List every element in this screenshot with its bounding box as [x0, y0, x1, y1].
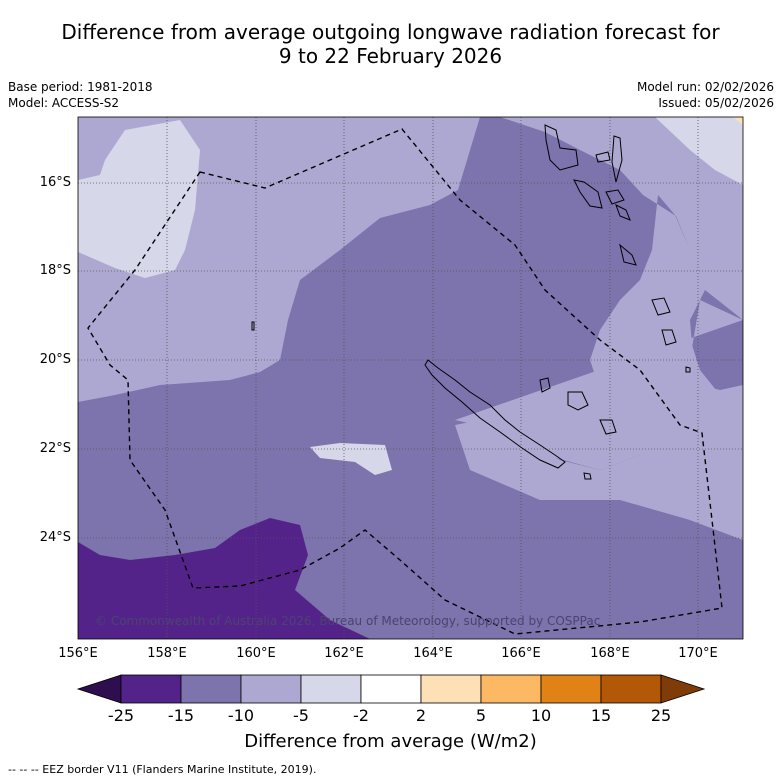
contour-minus10-south: [455, 300, 743, 540]
cb-tick: -5: [293, 706, 309, 725]
x-tick-156E: 156°E: [58, 646, 98, 661]
contour-minus5-northeast: [655, 117, 743, 185]
x-tick-168E: 168°E: [590, 646, 630, 661]
x-tick-158E: 158°E: [147, 646, 187, 661]
cb-tick: -25: [107, 706, 135, 725]
colorbar-segment: [480, 674, 542, 704]
colorbar: [76, 674, 706, 704]
loyalty-islands: [539, 377, 617, 435]
cb-tick: 5: [475, 706, 487, 725]
cb-tick: 10: [530, 706, 552, 725]
y-tick-22S: 22°S: [39, 441, 71, 456]
copyright-notice: © Commonwealth of Australia 2026, Bureau…: [95, 614, 601, 628]
colorbar-extend-low: [76, 674, 122, 704]
base-period: Base period: 1981-2018: [8, 80, 153, 94]
cb-tick: 25: [650, 706, 672, 725]
y-tick-24S: 24°S: [39, 530, 71, 545]
colorbar-segment: [240, 674, 302, 704]
y-tick-20S: 20°S: [39, 352, 71, 367]
new-caledonia: [424, 359, 566, 469]
colorbar-extend-high: [660, 674, 706, 704]
meta-right: Model run: 02/02/2026 Issued: 05/02/2026: [637, 79, 774, 111]
colorbar-segment: [600, 674, 662, 704]
model-run: Model run: 02/02/2026: [636, 80, 774, 94]
coastlines: [251, 124, 691, 480]
cb-tick: -15: [167, 706, 195, 725]
colorbar-segment: [180, 674, 242, 704]
reef-islet-1: [251, 321, 255, 331]
colorbar-segment: [360, 674, 422, 704]
contour-minus5-patch: [310, 443, 392, 475]
colorbar-segments: [76, 674, 706, 704]
cb-tick: 15: [590, 706, 612, 725]
vanuatu-islands: [544, 124, 691, 373]
y-tick-16S: 16°S: [39, 175, 71, 190]
map-title-line1: Difference from average outgoing longwav…: [61, 20, 720, 44]
gridlines: [78, 117, 743, 639]
cb-tick: -10: [227, 706, 255, 725]
contour-field: [78, 117, 743, 639]
y-tick-18S: 18°S: [39, 263, 71, 278]
colorbar-label: Difference from average (W/m2): [244, 731, 537, 752]
x-tick-164E: 164°E: [413, 646, 453, 661]
contour-minus5-west: [78, 120, 200, 278]
eez-border: [87, 128, 723, 635]
colorbar-segment: [540, 674, 602, 704]
cb-tick: -2: [353, 706, 369, 725]
cb-tick: 2: [415, 706, 427, 725]
meta-left: Base period: 1981-2018 Model: ACCESS-S2: [8, 79, 153, 111]
issued-date: Issued: 05/02/2026: [658, 96, 774, 110]
colorbar-segment: [420, 674, 482, 704]
contour-minus25-southwest: [78, 518, 370, 639]
colorbar-segment: [120, 674, 182, 704]
colorbar-segment: [300, 674, 362, 704]
x-tick-170E: 170°E: [678, 646, 718, 661]
map-frame: [77, 116, 744, 640]
x-tick-160E: 160°E: [236, 646, 276, 661]
x-tick-166E: 166°E: [501, 646, 541, 661]
isle-of-pines: [583, 472, 592, 480]
x-tick-162E: 162°E: [324, 646, 364, 661]
map-title-line2: 9 to 22 February 2026: [278, 44, 503, 68]
model-name: Model: ACCESS-S2: [8, 96, 120, 110]
contour-positive-corner: [733, 117, 743, 125]
eez-legend: -- -- -- EEZ border V11 (Flanders Marine…: [8, 763, 317, 776]
